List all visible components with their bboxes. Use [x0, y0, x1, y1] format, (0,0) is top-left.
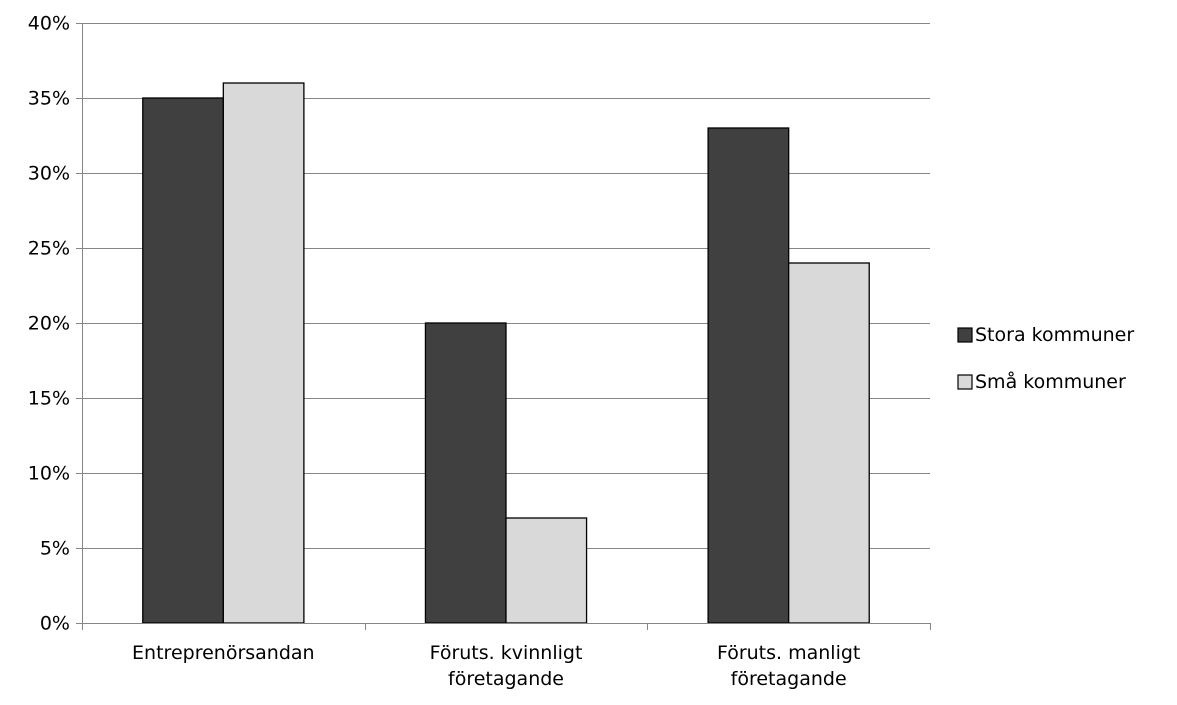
y-tick-label: 20% — [28, 313, 70, 335]
axes — [76, 23, 931, 630]
bar-sma-2 — [788, 262, 870, 624]
y-tick-label: 15% — [28, 388, 70, 410]
bar-stora-0 — [142, 97, 224, 624]
legend-swatch — [957, 327, 973, 343]
bar-sma-0 — [222, 82, 305, 624]
bar-stora-2 — [707, 127, 790, 624]
category-label: Föruts. manligt företagande — [717, 642, 860, 690]
legend: Stora kommuner Små kommuner — [957, 324, 1134, 393]
y-tick-label: 10% — [28, 463, 70, 485]
category-label: Entreprenörsandan — [132, 642, 315, 664]
category-label: Föruts. kvinnligt företagande — [430, 642, 583, 690]
y-tick-label: 35% — [28, 88, 70, 110]
bars — [142, 82, 870, 624]
y-tick-label: 5% — [40, 538, 70, 560]
y-tick-label: 25% — [28, 238, 70, 260]
y-tick-label: 30% — [28, 163, 70, 185]
bar-sma-1 — [505, 517, 588, 624]
y-tick-label: 0% — [40, 613, 70, 635]
bar-stora-1 — [424, 322, 507, 624]
y-tick-label: 40% — [28, 13, 70, 35]
legend-label: Små kommuner — [975, 370, 1126, 393]
labels: 0% 5% 10% 15% 20% 25% 30% 35% 40% Entreprenörsand… — [28, 13, 861, 691]
legend-swatch — [957, 374, 973, 390]
legend-label: Stora kommuner — [975, 324, 1134, 346]
